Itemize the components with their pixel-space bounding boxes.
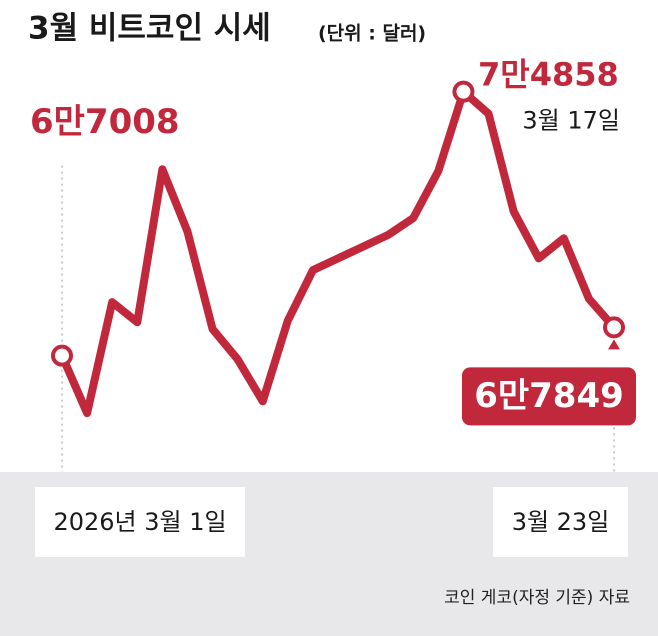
value-label: 7만4858: [478, 56, 619, 94]
value-label: 6만7008: [30, 102, 180, 142]
label-pointer: [608, 339, 620, 350]
x-label-box: [35, 487, 245, 557]
chart-subtitle: (단위 : 달러): [318, 23, 426, 45]
point: [51, 344, 73, 367]
x-tick-label: 2026년 3월 1일: [53, 508, 226, 536]
chart-title: 3월 비트코인 시세: [28, 11, 271, 47]
x-tick-label: 3월 23일: [512, 508, 610, 536]
annotation: 3월 17일: [522, 107, 620, 135]
point: [452, 80, 475, 103]
source: 코인 게코(자정 기준) 자료: [444, 588, 630, 608]
value-label: 6만7849: [474, 376, 624, 416]
x-label-box: [493, 487, 628, 557]
plot: 2026년 3월 1일 3월 23일 6만7008 7만4858 3월 17일 6만784…: [30, 56, 636, 557]
line: [58, 87, 618, 418]
point: [603, 316, 625, 339]
label-box: [462, 367, 636, 426]
